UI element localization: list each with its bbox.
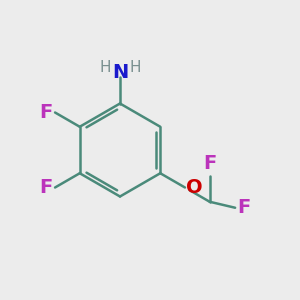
Text: H: H <box>129 60 141 75</box>
Text: F: F <box>203 154 216 173</box>
Text: N: N <box>112 62 128 82</box>
Text: O: O <box>187 178 203 197</box>
Text: F: F <box>39 103 52 122</box>
Text: H: H <box>99 60 111 75</box>
Text: F: F <box>39 178 52 197</box>
Text: F: F <box>238 198 251 217</box>
